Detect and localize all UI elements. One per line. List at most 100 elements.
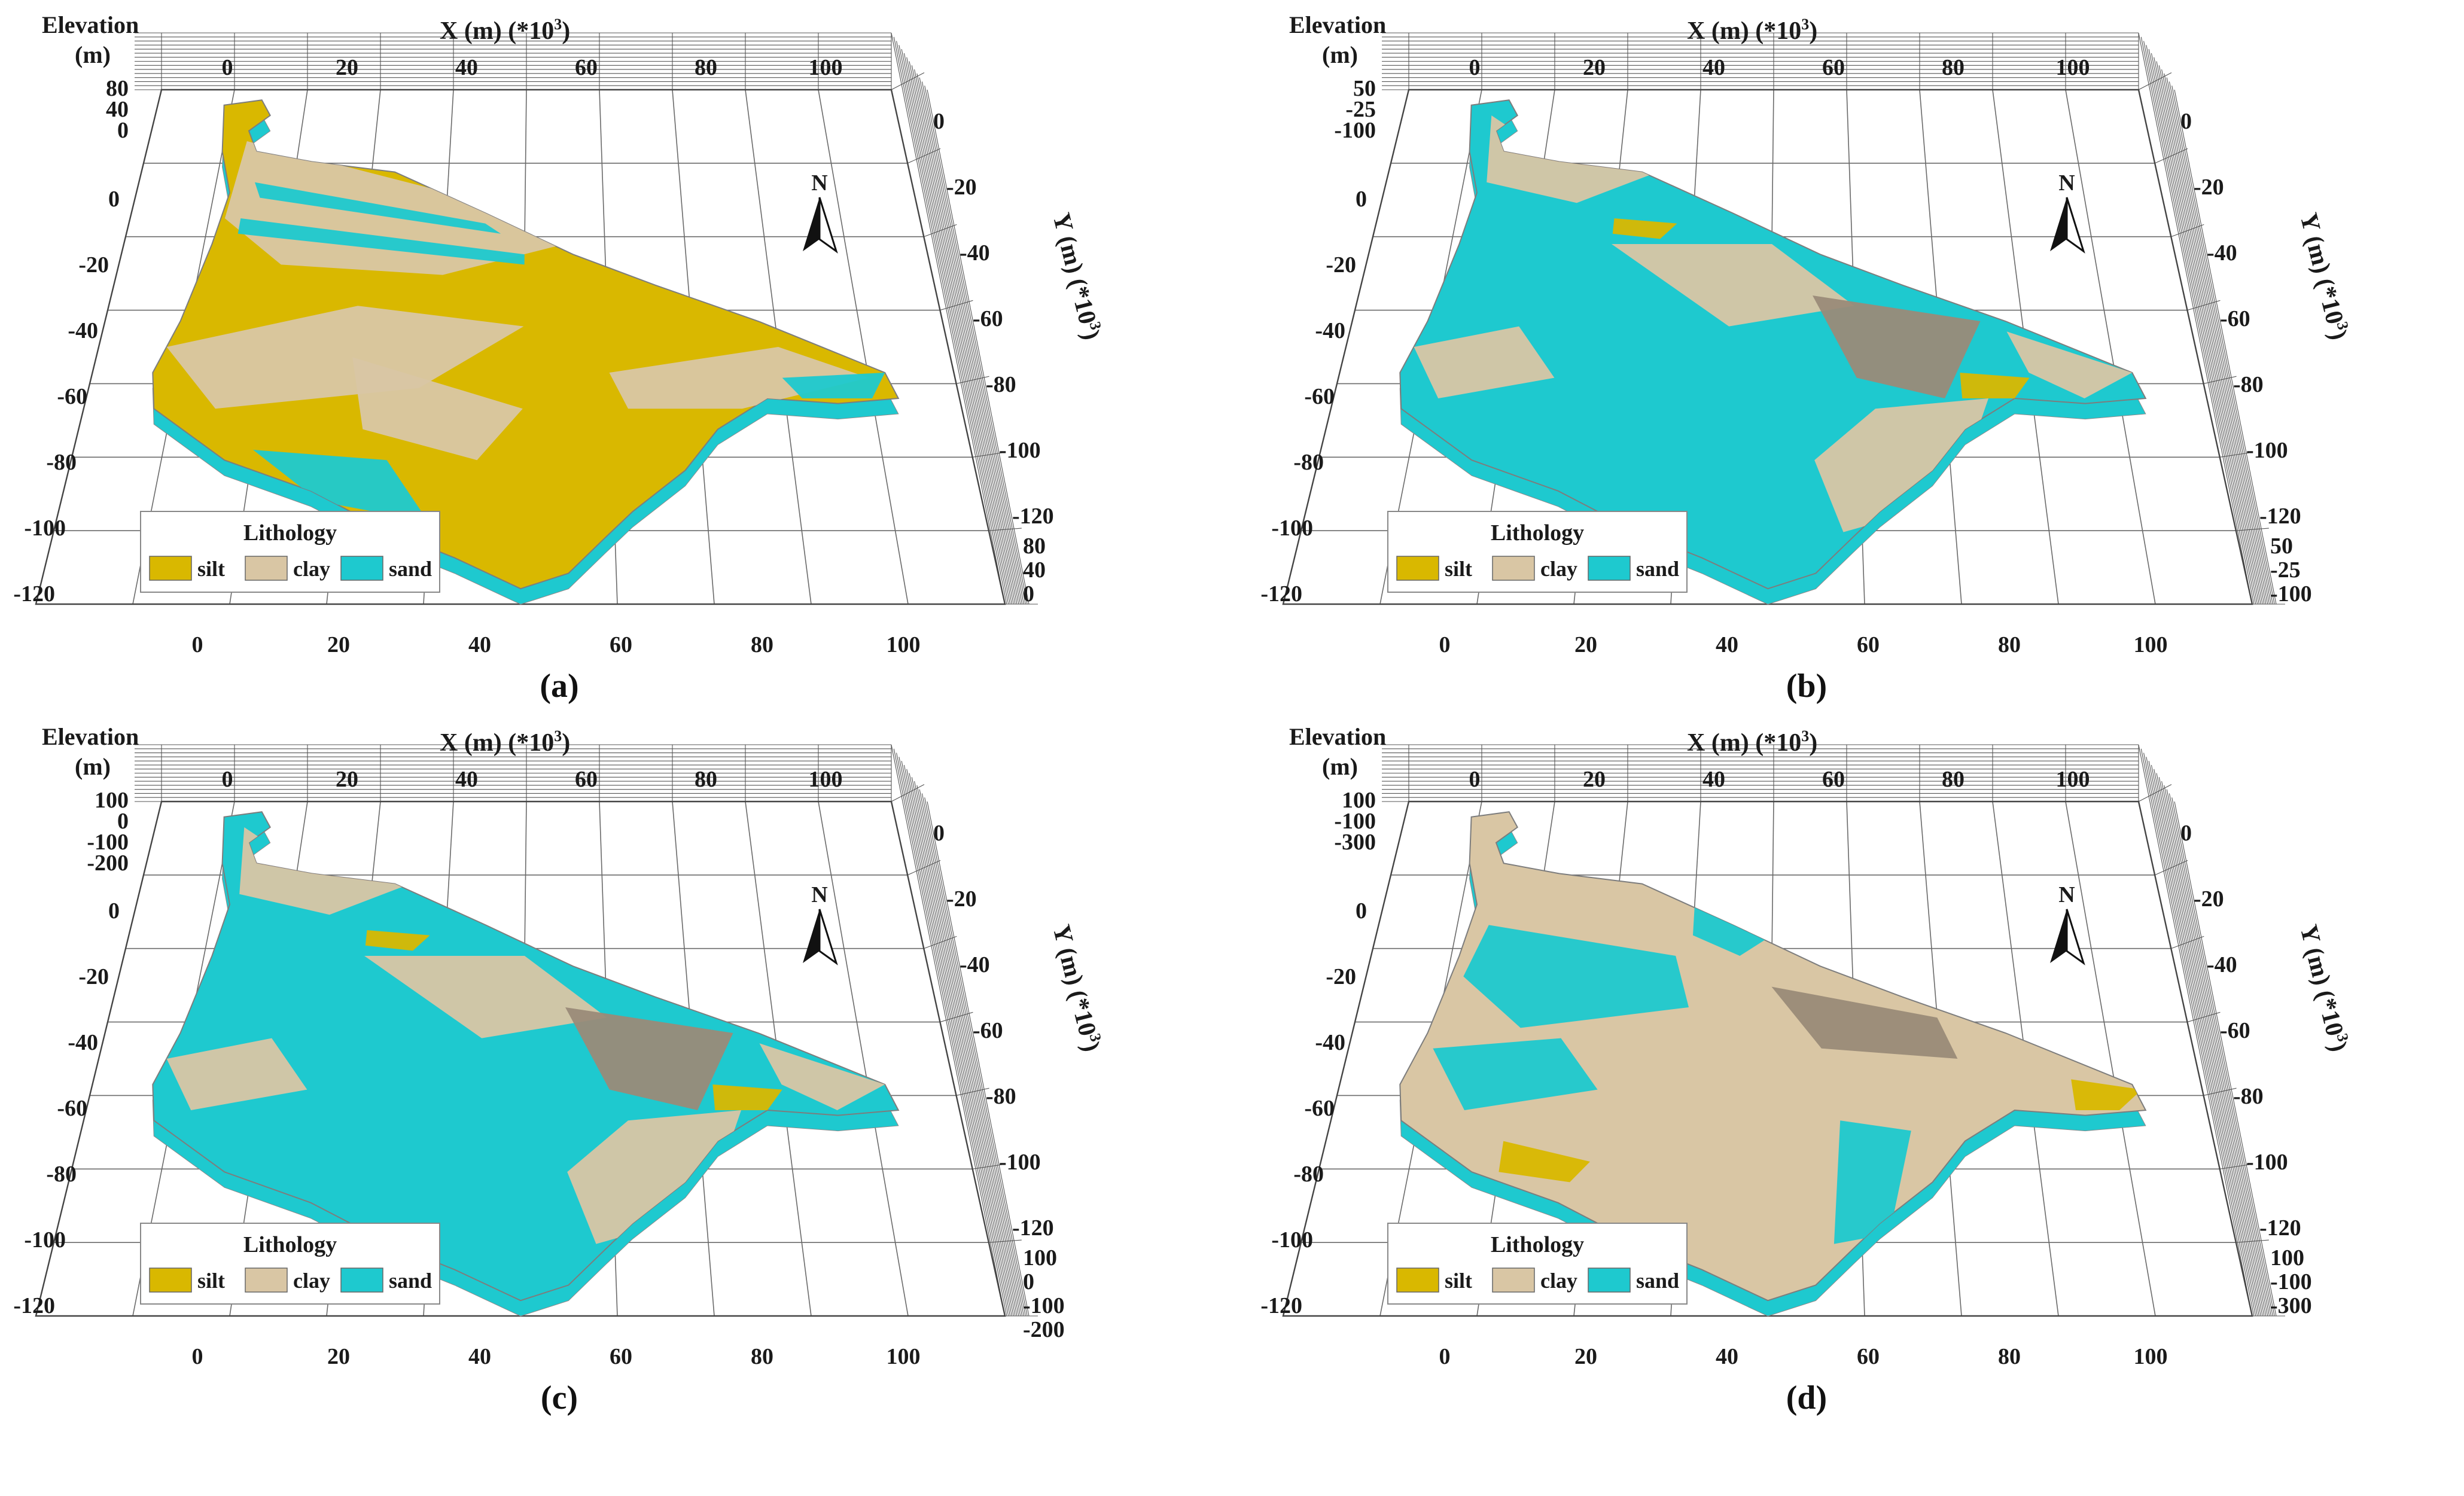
elevation-tick-right: -100 bbox=[2270, 1269, 2312, 1294]
elevation-tick-right: -25 bbox=[2270, 557, 2301, 583]
elevation-label: Elevation bbox=[42, 723, 139, 750]
y-tick-left: -100 bbox=[1271, 516, 1313, 541]
x-tick-top: 60 bbox=[575, 767, 598, 792]
legend-item-clay: clay bbox=[1540, 557, 1577, 581]
legend-swatch-silt bbox=[149, 1268, 192, 1293]
y-tick-left: -20 bbox=[1326, 252, 1356, 278]
y-tick-left: -80 bbox=[1293, 450, 1324, 475]
legend-swatch-sand bbox=[340, 1268, 383, 1293]
elevation-tick-right: 0 bbox=[1023, 1269, 1034, 1294]
x-tick-top: 0 bbox=[1469, 55, 1481, 80]
plot-frame bbox=[1282, 89, 2253, 605]
elevation-tick-top: 100 bbox=[95, 788, 129, 813]
x-tick-bottom: 20 bbox=[327, 1344, 350, 1369]
y-tick-right: -120 bbox=[1012, 1215, 1054, 1241]
y-axis-label: Y (m) (*103) bbox=[1047, 210, 1107, 343]
elevation-tick-right: -300 bbox=[2270, 1293, 2312, 1318]
legend-item-sand: sand bbox=[389, 557, 432, 581]
y-tick-left: -60 bbox=[1304, 1096, 1335, 1121]
legend-item-silt: silt bbox=[197, 1269, 225, 1293]
x-tick-top: 40 bbox=[1702, 55, 1725, 80]
x-tick-top: 100 bbox=[809, 767, 843, 792]
elevation-tick-right: -200 bbox=[1023, 1317, 1065, 1342]
y-tick-left: -60 bbox=[57, 1096, 87, 1121]
y-tick-right: -120 bbox=[1012, 504, 1054, 529]
y-tick-right: -40 bbox=[2207, 240, 2237, 266]
legend-item-sand: sand bbox=[1636, 1269, 1679, 1293]
y-tick-left: 0 bbox=[108, 898, 120, 924]
elevation-tick-right: -100 bbox=[2270, 581, 2312, 607]
y-tick-left: -100 bbox=[24, 1227, 66, 1253]
y-tick-right: -60 bbox=[2220, 306, 2250, 331]
elevation-unit: (m) bbox=[1322, 753, 1358, 780]
elevation-tick-top: -300 bbox=[1334, 830, 1376, 855]
legend-title: Lithology bbox=[1491, 1232, 1584, 1257]
north-arrow-icon: N bbox=[2050, 882, 2085, 965]
y-tick-right: -100 bbox=[999, 1150, 1041, 1175]
legend-swatch-sand bbox=[340, 556, 383, 581]
y-tick-right: -120 bbox=[2259, 504, 2301, 529]
x-tick-top: 100 bbox=[809, 55, 843, 80]
y-tick-left: -60 bbox=[57, 384, 87, 409]
y-tick-left: -120 bbox=[1260, 581, 1302, 607]
legend-swatch-clay bbox=[1492, 556, 1535, 581]
elevation-tick-top: -100 bbox=[1334, 118, 1376, 143]
x-tick-bottom: 0 bbox=[1439, 1344, 1451, 1369]
y-tick-right: -100 bbox=[2246, 438, 2288, 463]
x-tick-top: 60 bbox=[1822, 767, 1845, 792]
x-tick-bottom: 100 bbox=[2134, 1344, 2168, 1369]
top-elevation-wall bbox=[135, 744, 892, 802]
lithology-model bbox=[1399, 811, 2147, 1317]
panel-caption: (b) bbox=[1786, 668, 1827, 705]
y-tick-right: -40 bbox=[960, 240, 990, 266]
elevation-label: Elevation bbox=[42, 11, 139, 38]
y-tick-right: -80 bbox=[986, 1084, 1016, 1109]
lithology-model bbox=[1399, 99, 2147, 605]
x-tick-top: 40 bbox=[455, 55, 478, 80]
panel-a: Elevation (m) X (m) (*103) 0 20 40 60 80 100 0 20 4… bbox=[13, 11, 1107, 705]
x-tick-bottom: 80 bbox=[751, 1344, 773, 1369]
x-tick-top: 40 bbox=[455, 767, 478, 792]
y-tick-right: -80 bbox=[986, 372, 1016, 397]
north-label: N bbox=[811, 170, 827, 196]
y-tick-right: -80 bbox=[2233, 372, 2264, 397]
right-elevation-wall bbox=[2138, 32, 2285, 605]
legend-item-sand: sand bbox=[1636, 557, 1679, 581]
y-tick-right: -20 bbox=[946, 886, 977, 912]
elevation-label: Elevation bbox=[1289, 723, 1386, 750]
right-elevation-wall bbox=[2138, 744, 2285, 1317]
elevation-tick-top: -100 bbox=[1334, 809, 1376, 834]
x-tick-top: 100 bbox=[2056, 767, 2090, 792]
north-arrow-icon: N bbox=[803, 882, 838, 965]
x-tick-top: 60 bbox=[575, 55, 598, 80]
x-tick-top: 20 bbox=[336, 767, 358, 792]
x-axis-label: X (m) (*103) bbox=[1687, 727, 1817, 757]
north-label: N bbox=[2058, 170, 2075, 196]
right-elevation-wall bbox=[891, 744, 1038, 1317]
legend-item-sand: sand bbox=[389, 1269, 432, 1293]
lithology-model bbox=[152, 99, 900, 605]
legend-title: Lithology bbox=[1491, 520, 1584, 546]
y-axis-label: Y (m) (*103) bbox=[2294, 210, 2354, 343]
x-tick-top: 100 bbox=[2056, 55, 2090, 80]
x-tick-bottom: 40 bbox=[1716, 632, 1738, 657]
y-tick-left: -100 bbox=[1271, 1227, 1313, 1253]
y-tick-left: -20 bbox=[1326, 964, 1356, 989]
elevation-tick-top: 80 bbox=[106, 76, 129, 101]
legend-item-silt: silt bbox=[1445, 557, 1472, 581]
x-tick-top: 80 bbox=[1942, 55, 1965, 80]
y-tick-left: -40 bbox=[1315, 1030, 1345, 1055]
x-tick-top: 0 bbox=[1469, 767, 1481, 792]
x-tick-top: 60 bbox=[1822, 55, 1845, 80]
elevation-label: Elevation bbox=[1289, 11, 1386, 38]
y-tick-right: 0 bbox=[2180, 109, 2192, 134]
elevation-tick-right: 40 bbox=[1023, 557, 1046, 583]
elevation-tick-top: -200 bbox=[87, 851, 129, 876]
y-tick-right: -60 bbox=[973, 306, 1003, 331]
panel-caption: (d) bbox=[1786, 1379, 1827, 1416]
panel-caption: (c) bbox=[541, 1379, 578, 1416]
legend-swatch-clay bbox=[245, 1268, 288, 1293]
y-tick-left: 0 bbox=[1356, 898, 1367, 924]
x-tick-bottom: 60 bbox=[1857, 632, 1880, 657]
y-tick-right: -40 bbox=[2207, 952, 2237, 977]
